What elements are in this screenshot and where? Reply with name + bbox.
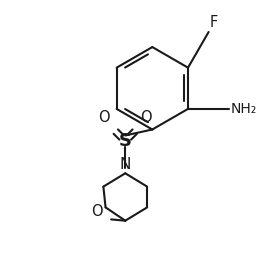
Text: NH₂: NH₂ — [231, 102, 257, 116]
Text: O: O — [140, 110, 152, 125]
Text: F: F — [210, 15, 218, 30]
Text: S: S — [119, 132, 132, 150]
Text: O: O — [91, 204, 102, 219]
Text: N: N — [120, 157, 131, 172]
Text: O: O — [98, 110, 110, 125]
